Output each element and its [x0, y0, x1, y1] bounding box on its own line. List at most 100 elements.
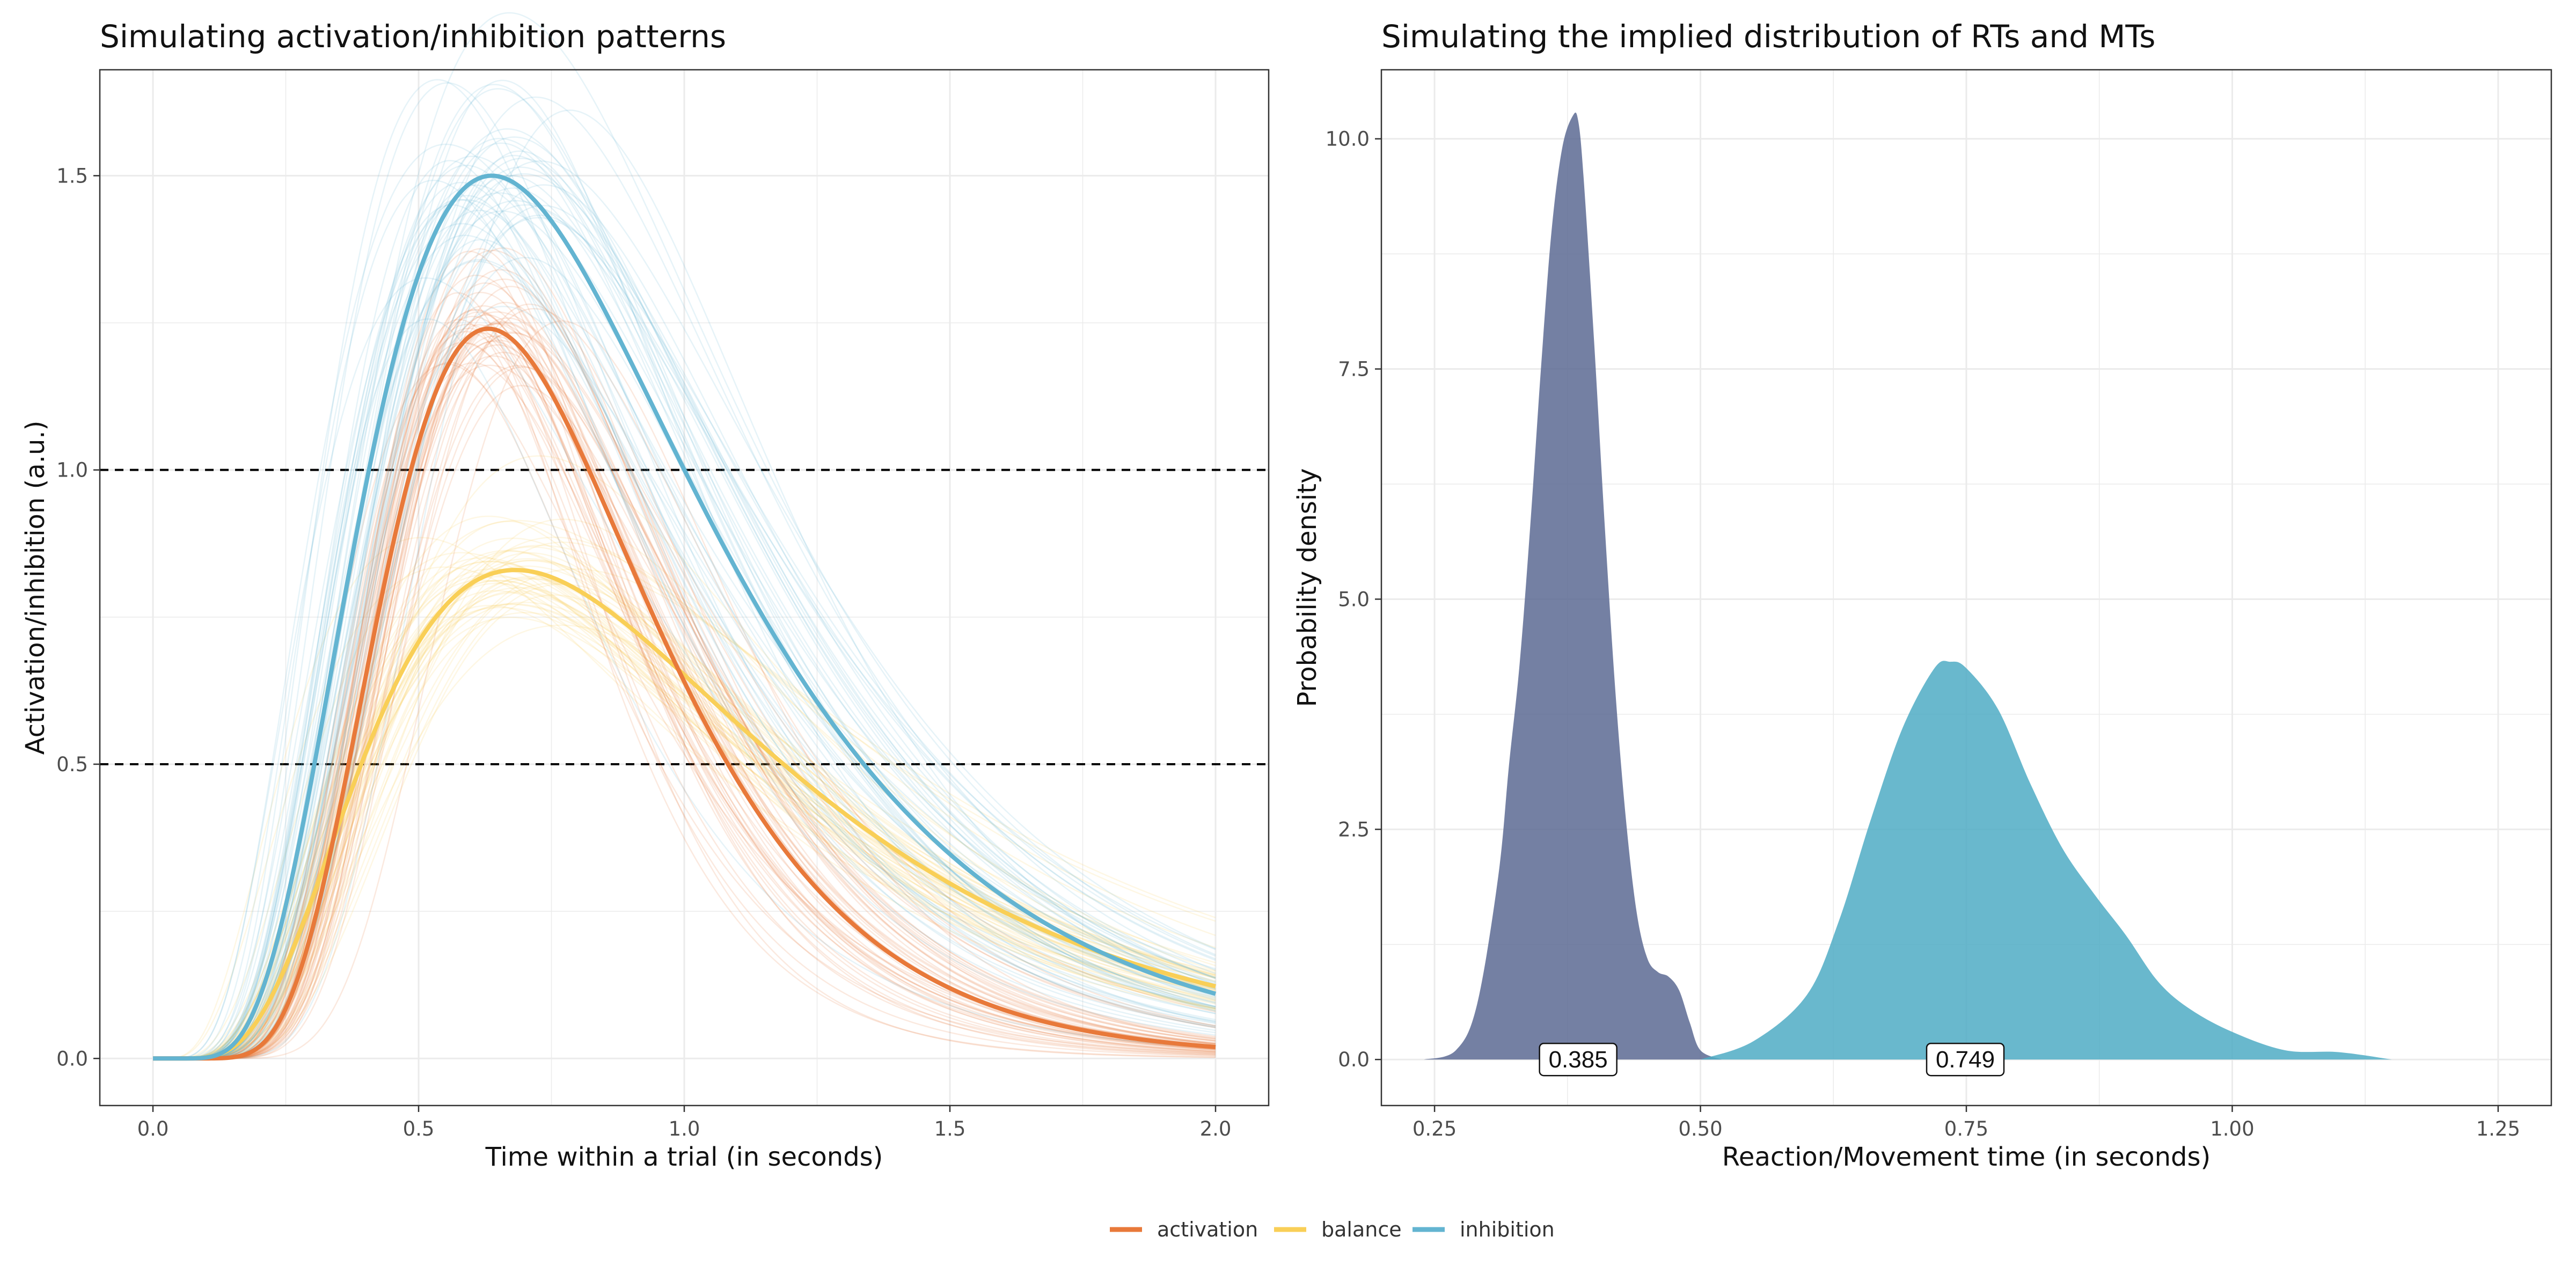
trace-line-balance: [153, 536, 1216, 1059]
legend-label-balance: balance: [1321, 1218, 1402, 1241]
trace-line-balance: [153, 537, 1216, 1059]
trace-line-balance: [153, 541, 1216, 1059]
trace-line-inhibition: [153, 157, 1216, 1059]
left-y-tick-label: 1.0: [56, 459, 88, 482]
trace-line-balance: [153, 557, 1216, 1059]
mode-label-rt: 0.385: [1539, 1042, 1618, 1077]
left-x-tick-label: 0.0: [137, 1117, 169, 1140]
trace-line-inhibition: [153, 209, 1216, 1059]
trace-line-activation: [153, 322, 1216, 1059]
trace-line-balance: [153, 519, 1216, 1059]
trace-line-balance: [153, 550, 1216, 1059]
trace-line-inhibition: [153, 175, 1216, 1059]
trace-line-inhibition: [153, 142, 1216, 1059]
trace-line-inhibition: [153, 176, 1216, 1059]
right-x-tick-label: 0.25: [1413, 1117, 1457, 1140]
trace-line-activation: [153, 327, 1216, 1059]
trace-line-activation: [153, 335, 1216, 1059]
trace-line-inhibition: [153, 166, 1216, 1059]
trace-line-activation: [153, 332, 1216, 1059]
trace-line-balance: [153, 558, 1216, 1059]
trace-line-inhibition: [153, 84, 1216, 1059]
trace-line-balance: [153, 552, 1216, 1059]
right-x-tick-label: 1.00: [2210, 1117, 2254, 1140]
trace-line-balance: [153, 552, 1216, 1059]
trace-line-activation: [153, 303, 1216, 1059]
trace-line-activation: [153, 311, 1216, 1059]
trace-line-inhibition: [153, 204, 1216, 1059]
trace-line-inhibition: [153, 260, 1216, 1059]
trace-line-activation: [153, 309, 1216, 1059]
legend: activation balance inhibition: [1110, 1218, 1555, 1241]
trace-line-activation: [153, 385, 1216, 1059]
left-x-tick-label: 1.5: [934, 1117, 966, 1140]
trace-line-inhibition: [153, 143, 1216, 1059]
trace-line-activation: [153, 308, 1216, 1059]
trace-line-activation: [153, 331, 1216, 1059]
trace-line-activation: [153, 364, 1216, 1059]
trace-line-activation: [153, 286, 1216, 1059]
trace-line-inhibition: [153, 217, 1216, 1059]
trace-line-inhibition: [153, 12, 1216, 1059]
trace-line-balance: [153, 576, 1216, 1059]
right-x-axis-title: Reaction/Movement time (in seconds): [1722, 1142, 2211, 1172]
trace-line-inhibition: [153, 173, 1216, 1059]
right-density-areas: [1424, 112, 2392, 1060]
left-x-tick-label: 2.0: [1200, 1117, 1232, 1140]
trace-line-balance: [153, 580, 1216, 1059]
trace-line-inhibition: [153, 214, 1216, 1059]
trace-line-inhibition: [153, 82, 1216, 1059]
right-y-tick-label: 7.5: [1338, 358, 1370, 381]
trace-line-activation: [153, 319, 1216, 1059]
trace-line-activation: [153, 314, 1216, 1059]
trace-line-inhibition: [153, 136, 1216, 1059]
trace-line-activation: [153, 250, 1216, 1059]
trace-line-activation: [153, 316, 1216, 1059]
mode-label-box: [1539, 1042, 1618, 1077]
trace-line-balance: [153, 582, 1216, 1059]
trace-line-activation: [153, 323, 1216, 1059]
trace-line-inhibition: [153, 204, 1216, 1059]
trace-line-inhibition: [153, 160, 1216, 1059]
trace-line-balance: [153, 574, 1216, 1059]
right-x-tick-label: 0.50: [1678, 1117, 1722, 1140]
trace-line-inhibition: [153, 277, 1216, 1059]
right-y-axis-ticks: 0.0 2.5 5.0 7.5 10.0: [1326, 128, 1381, 1071]
trace-line-balance: [153, 612, 1216, 1059]
left-y-axis-title: Activation/inhibition (a.u.): [20, 421, 50, 755]
trace-line-balance: [153, 561, 1216, 1059]
right-x-tick-label: 0.75: [1944, 1117, 1988, 1140]
trace-line-inhibition: [153, 155, 1216, 1059]
trace-line-activation: [153, 323, 1216, 1059]
trace-line-inhibition: [153, 179, 1216, 1059]
left-simulated-traces: [153, 12, 1216, 1059]
trace-line-inhibition: [153, 223, 1216, 1059]
trace-line-activation: [153, 247, 1216, 1059]
right-y-tick-label: 0.0: [1338, 1048, 1370, 1071]
legend-item-balance: balance: [1274, 1218, 1402, 1241]
legend-item-activation: activation: [1110, 1218, 1258, 1241]
left-y-axis-ticks: 0.0 0.5 1.0 1.5: [56, 164, 100, 1070]
right-y-tick-label: 5.0: [1338, 588, 1370, 611]
trace-line-inhibition: [153, 79, 1216, 1059]
trace-line-inhibition: [153, 199, 1216, 1059]
mode-label-box: [1926, 1042, 2005, 1077]
trace-line-activation: [153, 320, 1216, 1059]
right-mode-labels: 0.385 0.749: [1539, 1042, 2005, 1077]
mode-label-mt: 0.749: [1926, 1042, 2005, 1077]
trace-line-balance: [153, 545, 1216, 1059]
trace-line-inhibition: [153, 150, 1216, 1059]
trace-line-inhibition: [153, 88, 1216, 1059]
trace-line-inhibition: [153, 195, 1216, 1059]
right-y-axis-title: Probability density: [1292, 469, 1322, 707]
trace-line-activation: [153, 362, 1216, 1059]
mode-label-text: 0.749: [1936, 1046, 1995, 1073]
right-chart-title: Simulating the implied distribution of R…: [1381, 18, 2155, 55]
trace-line-balance: [153, 590, 1216, 1059]
trace-line-inhibition: [153, 181, 1216, 1059]
legend-item-inhibition: inhibition: [1413, 1218, 1555, 1241]
left-y-tick-label: 0.5: [56, 753, 88, 776]
trace-line-balance: [153, 568, 1216, 1059]
trace-line-activation: [153, 302, 1216, 1059]
trace-line-inhibition: [153, 79, 1216, 1059]
